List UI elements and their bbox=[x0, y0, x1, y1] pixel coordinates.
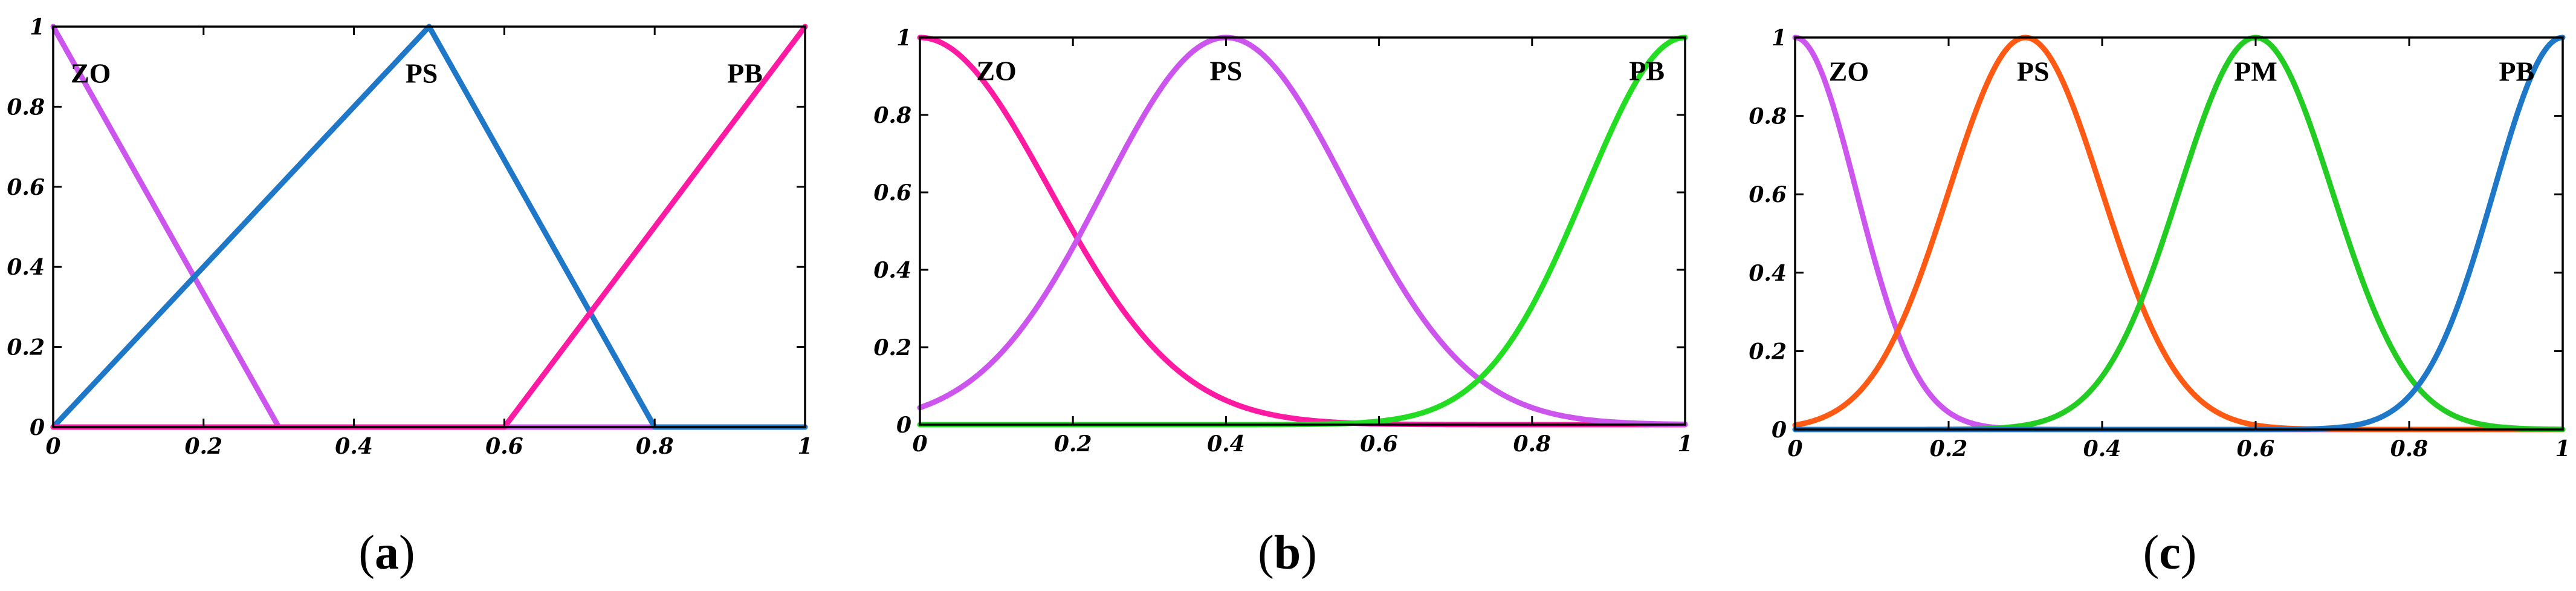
series-label-zo: ZO bbox=[71, 58, 111, 89]
plot-frame bbox=[919, 36, 1686, 426]
y-tick-label: 1 bbox=[896, 25, 911, 51]
y-tick-label: 0 bbox=[30, 415, 45, 440]
series-line-ps bbox=[917, 34, 1688, 427]
caption-letter: c bbox=[2159, 526, 2181, 580]
x-tick-label: 0.6 bbox=[485, 434, 523, 459]
y-tick-label: 0.8 bbox=[7, 94, 45, 120]
series-label-pb: PB bbox=[2499, 56, 2534, 87]
caption-open: ( bbox=[358, 526, 375, 580]
y-tick-label: 1 bbox=[1772, 25, 1787, 51]
x-tick-label: 0.2 bbox=[184, 434, 222, 459]
series-line-pb bbox=[1792, 34, 2566, 433]
x-tick-label: 0.2 bbox=[1054, 431, 1092, 457]
series-label-zo: ZO bbox=[1829, 56, 1869, 87]
x-tick-label: 1 bbox=[797, 434, 812, 459]
x-tick-label: 0.6 bbox=[2237, 436, 2275, 462]
caption-open: ( bbox=[2143, 526, 2160, 580]
x-tick-label: 1 bbox=[1677, 431, 1692, 457]
x-tick-label: 0.4 bbox=[335, 434, 373, 459]
caption-close: ) bbox=[2181, 526, 2197, 580]
series-label-pb: PB bbox=[1629, 55, 1665, 86]
x-tick-label: 0 bbox=[912, 431, 927, 457]
chart-a: 0 0.2 0.4 0.6 0.8 1 0 0.2 0.4 0.6 0.8 1 ZO PS PB (a) bbox=[7, 15, 812, 580]
caption-close: ) bbox=[1301, 526, 1317, 580]
y-tick-label: 0 bbox=[1772, 417, 1787, 443]
series-label-zo: ZO bbox=[976, 55, 1016, 86]
x-tick-label: 0.6 bbox=[1360, 431, 1398, 457]
x-tick-label: 0 bbox=[45, 434, 60, 459]
x-tick-label: 0.4 bbox=[2083, 436, 2121, 462]
series-label-ps: PS bbox=[406, 58, 438, 89]
y-tick-label: 0.4 bbox=[873, 258, 911, 283]
x-tick-label: 0.8 bbox=[636, 434, 674, 459]
series-label-pb: PB bbox=[727, 58, 763, 89]
series-line-pm bbox=[1792, 34, 2566, 433]
caption-letter: a bbox=[375, 526, 399, 580]
y-tick-label: 0.6 bbox=[873, 180, 911, 206]
x-tick-label: 0.8 bbox=[1513, 431, 1551, 457]
caption-close: ) bbox=[399, 526, 415, 580]
series-label-ps: PS bbox=[1210, 55, 1243, 86]
x-tick-label: 0 bbox=[1787, 436, 1802, 462]
series-line-ps bbox=[1792, 34, 2566, 433]
y-tick-label: 0.6 bbox=[1749, 182, 1787, 207]
y-tick-label: 1 bbox=[30, 15, 45, 40]
x-tick-label: 0.8 bbox=[2390, 436, 2429, 462]
y-tick-label: 0.8 bbox=[873, 103, 911, 128]
plot-frame bbox=[1794, 36, 2564, 431]
series-line-pb bbox=[917, 34, 1688, 428]
y-tick-label: 0.4 bbox=[1749, 261, 1787, 286]
y-tick-label: 0.2 bbox=[873, 335, 911, 361]
y-tick-label: 0.8 bbox=[1749, 104, 1787, 129]
series-label-ps: PS bbox=[2017, 56, 2050, 87]
chart-b: 0 0.2 0.4 0.6 0.8 1 0 0.2 0.4 0.6 0.8 1 ZO PS PB (b) bbox=[873, 25, 1692, 580]
series-line-zo bbox=[1792, 34, 2566, 433]
y-tick-label: 0.6 bbox=[7, 175, 45, 200]
figure-caption: (c) bbox=[2143, 526, 2197, 580]
plot-frame bbox=[52, 25, 806, 428]
caption-open: ( bbox=[1258, 526, 1274, 580]
figure-caption: (a) bbox=[358, 526, 415, 580]
x-tick-label: 0.2 bbox=[1930, 436, 1968, 462]
y-tick-label: 0.4 bbox=[7, 255, 45, 280]
x-tick-label: 0.4 bbox=[1207, 431, 1245, 457]
figure-caption: (b) bbox=[1258, 526, 1317, 580]
chart-c: 0 0.2 0.4 0.6 0.8 1 0 0.2 0.4 0.6 0.8 1 ZO PS PM PB (c) bbox=[1749, 25, 2570, 580]
y-tick-label: 0.2 bbox=[1749, 339, 1787, 364]
series-label-pm: PM bbox=[2234, 56, 2277, 87]
x-tick-label: 1 bbox=[2555, 436, 2570, 462]
y-tick-label: 0 bbox=[896, 413, 911, 438]
y-tick-label: 0.2 bbox=[7, 335, 45, 361]
caption-letter: b bbox=[1274, 526, 1301, 580]
